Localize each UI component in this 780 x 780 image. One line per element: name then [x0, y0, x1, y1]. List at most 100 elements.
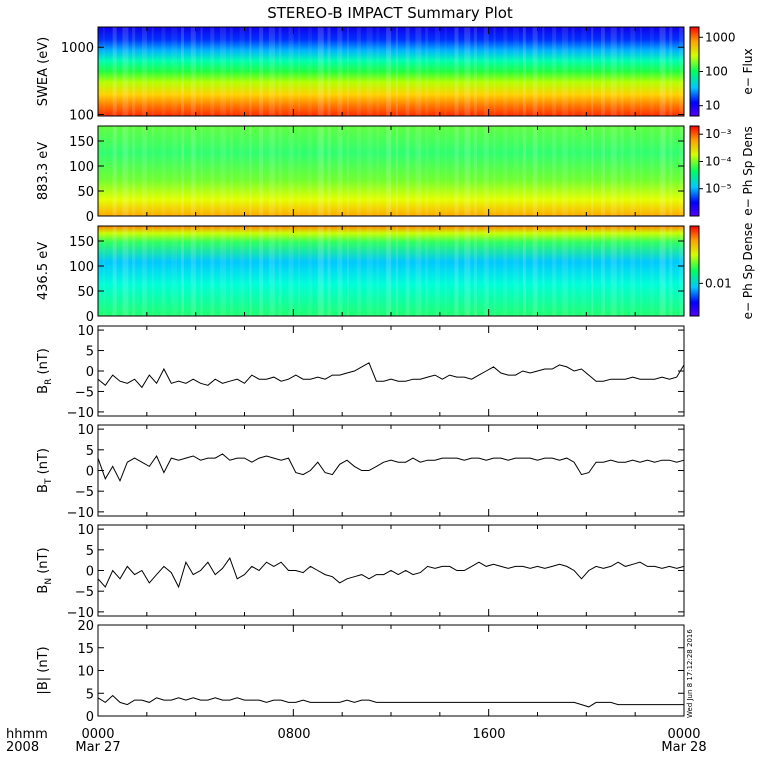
spectrogram-streak — [181, 226, 185, 316]
panel-br: 10 5 0 −5 −10 BR (nT) — [36, 324, 685, 421]
y-tick-label: −10 — [67, 606, 94, 621]
spectrogram-streak — [474, 126, 478, 216]
spectrogram-streak — [307, 27, 312, 116]
spectrogram-streak — [405, 126, 410, 216]
spectrogram-streak — [268, 126, 275, 216]
spectrogram-streak — [210, 27, 215, 116]
spectrogram-streak — [376, 126, 380, 216]
spectrogram-streak — [679, 27, 685, 116]
ylabel-swea: SWEA (eV) — [36, 37, 51, 106]
spectrogram-streak — [532, 126, 538, 216]
spectrogram-streak — [151, 226, 154, 316]
panel-bt: 10 5 0 −5 −10 BT (nT) — [36, 423, 685, 521]
spectrogram-streak — [278, 226, 282, 316]
spectrogram-streak — [493, 126, 496, 216]
spectrogram-streak — [337, 226, 343, 316]
y-tick-label: 5 — [86, 444, 94, 459]
corner-label-year: 2008 — [6, 740, 39, 755]
spectrogram-streak — [669, 27, 673, 116]
spectrogram-streak — [386, 126, 392, 216]
colorbar-tick-label: 10⁻³ — [705, 127, 732, 141]
ylabel-bmag: |B| (nT) — [36, 646, 51, 694]
spectrogram-streak — [171, 226, 178, 316]
time-tick-label-1: 0800 — [277, 727, 310, 742]
spectrogram-streak — [415, 27, 422, 116]
spectrogram-streak — [649, 226, 654, 316]
spectrogram-streak — [249, 126, 252, 216]
spectrogram-streak — [571, 126, 575, 216]
spectrogram-streak — [132, 27, 136, 116]
spectrogram-streak — [581, 27, 587, 116]
spectrogram-streak — [102, 226, 105, 316]
spectrogram-streak — [190, 27, 196, 116]
spectrogram-streak — [132, 226, 136, 316]
spectrogram-streak — [298, 226, 301, 316]
ylabel-bn: BN (nT) — [36, 547, 54, 593]
spectrogram-streak — [561, 27, 568, 116]
y-tick-label: 0 — [86, 365, 94, 380]
y-tick-label: −5 — [75, 485, 94, 500]
spectrogram-streak — [669, 126, 673, 216]
spectrogram-streak — [474, 226, 478, 316]
spectrogram-streak — [259, 126, 264, 216]
spectrogram-streak — [552, 27, 557, 116]
spectrogram-streak — [591, 27, 594, 116]
spectrogram-streak — [356, 226, 361, 316]
ylabel-br: BR (nT) — [36, 348, 54, 394]
colorbar-tick-label: 10⁻⁵ — [705, 182, 732, 196]
spectrogram-streak — [571, 226, 575, 316]
spectrogram-streak — [317, 226, 324, 316]
spectrogram-streak — [122, 226, 129, 316]
y-tick-label: 5 — [86, 345, 94, 360]
spectrogram-streak — [210, 226, 215, 316]
spectrogram-streak — [454, 226, 459, 316]
spectrogram-streak — [298, 126, 301, 216]
plot-area-br — [98, 326, 684, 416]
spectrogram-streak — [610, 226, 617, 316]
spectrogram-streak — [649, 126, 654, 216]
spectrogram-streak — [366, 126, 373, 216]
spectrogram-streak — [581, 226, 587, 316]
colorbar-label-pad436: e− Ph Sp Dense — [741, 223, 755, 320]
ylabel-pad883: 883.3 eV — [36, 142, 51, 200]
trace-bt — [97, 453, 685, 483]
spectrogram-streak — [337, 126, 343, 216]
spectrogram-streak — [425, 27, 429, 116]
spectrogram-streak — [122, 126, 129, 216]
spectrogram-streak — [200, 27, 203, 116]
spectrogram-streak — [112, 226, 117, 316]
spectrogram-streak — [474, 27, 478, 116]
panel-bmag: 20 15 10 5 0 |B| (nT) — [36, 619, 685, 725]
spectrogram-streak — [454, 126, 459, 216]
spectrogram-streak — [386, 226, 392, 316]
spectrogram-streak — [542, 27, 545, 116]
panel-pad883: 10⁻³ 10⁻⁴ 10⁻⁵ e− Ph Sp Dens 150 100 50 0 883.3 … — [36, 125, 755, 225]
spectrogram-streak — [620, 126, 624, 216]
spectrogram-streak — [288, 226, 294, 316]
spectrogram-streak — [620, 226, 624, 316]
spectrogram-streak — [464, 27, 471, 116]
spectrogram-streak — [591, 126, 594, 216]
spectrogram-streak — [513, 126, 520, 216]
spectrogram-streak — [268, 226, 275, 316]
spectrogram-streak — [425, 226, 429, 316]
colorbar-tick-label: 10⁻⁴ — [705, 154, 732, 168]
colorbar-swea — [689, 26, 700, 117]
spectrogram-streak — [356, 27, 361, 116]
spectrogram-streak — [288, 126, 294, 216]
spectrogram-streak — [259, 226, 264, 316]
spectrogram-streak — [415, 126, 422, 216]
spectrogram-streak — [141, 27, 147, 116]
spectrogram-streak — [395, 226, 398, 316]
spectrogram-streak — [395, 126, 398, 216]
spectrogram-streak — [454, 27, 459, 116]
spectrogram-streak — [561, 126, 568, 216]
colorbar-tick-label: 10 — [705, 99, 720, 113]
spectrogram-streak — [327, 126, 331, 216]
spectrogram-streak — [307, 226, 312, 316]
y-tick-label: 0 — [86, 465, 94, 480]
plot-area-bt — [98, 425, 684, 516]
spectrogram-streak — [220, 226, 227, 316]
spectrogram-streak — [600, 27, 605, 116]
spectrogram-streak — [239, 27, 245, 116]
